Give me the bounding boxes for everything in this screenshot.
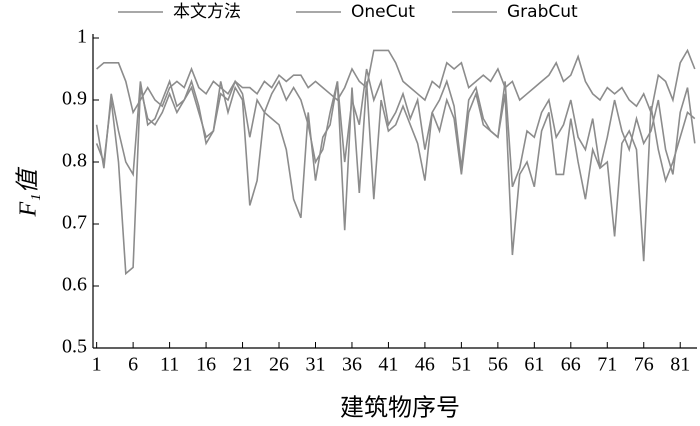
x-tick-label: 61 (524, 354, 544, 376)
x-tick-label: 26 (269, 354, 289, 376)
x-tick-label: 6 (128, 354, 138, 376)
series-line (96, 48, 696, 116)
x-tick-label: 16 (196, 354, 216, 376)
y-tick-label: 0.6 (62, 274, 87, 296)
series-line (95, 68, 696, 188)
y-tick-label: 0.9 (62, 88, 87, 110)
x-axis-label: 建筑物序号 (340, 395, 460, 422)
x-tick-label: 51 (451, 354, 471, 376)
x-tick-label: 21 (233, 354, 253, 376)
x-tick-label: 36 (342, 354, 362, 376)
legend-label: GrabCut (507, 2, 578, 22)
x-tick-label: 71 (597, 354, 617, 376)
y-tick-label: 0.5 (62, 336, 87, 358)
x-tick-label: 41 (378, 354, 398, 376)
x-tick-label: 1 (92, 354, 102, 376)
y-tick-label: 1 (77, 26, 87, 48)
x-tick-label: 31 (305, 354, 325, 376)
series-line (95, 78, 696, 276)
x-tick-label: 66 (561, 354, 581, 376)
y-axis-label: F₁值 (15, 167, 42, 218)
x-tick-label: 76 (634, 354, 654, 376)
x-tick-label: 56 (488, 354, 508, 376)
y-tick-label: 0.7 (62, 212, 87, 234)
legend-label: 本文方法 (173, 2, 241, 22)
x-tick-label: 11 (160, 354, 179, 376)
y-tick-label: 0.8 (62, 150, 87, 172)
x-tick-label: 46 (415, 354, 435, 376)
legend-label: OneCut (351, 2, 415, 22)
x-tick-label: 81 (670, 354, 690, 376)
